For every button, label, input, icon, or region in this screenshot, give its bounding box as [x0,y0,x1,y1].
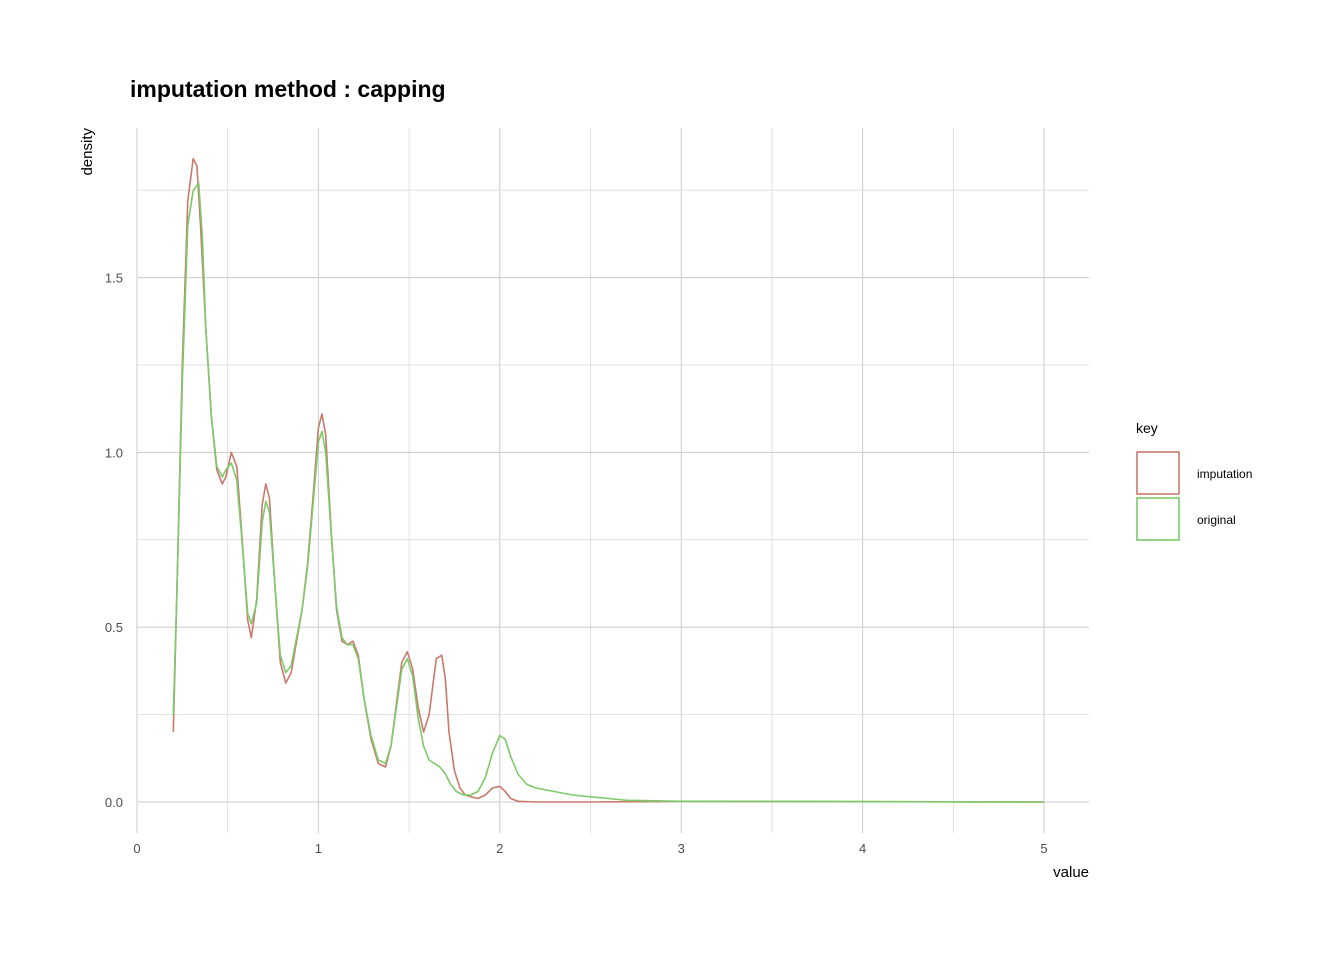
x-tick-label: 4 [859,841,866,856]
legend-label-imputation: imputation [1197,467,1252,481]
y-axis-label: density [79,128,96,176]
x-tick-label: 0 [133,841,140,856]
legend-key-imputation [1136,451,1180,495]
legend-label-original: original [1197,513,1236,527]
x-axis-label: value [1053,864,1089,881]
x-tick-label: 2 [496,841,503,856]
y-tick-label: 0.5 [105,620,123,635]
chart-title: imputation method : capping [130,76,446,102]
series-line-original [172,182,1045,803]
legend-key-original [1136,497,1180,541]
x-tick-label: 1 [315,841,322,856]
series-lines [172,157,1045,803]
legend: key imputation original [1136,420,1252,541]
legend-title: key [1136,420,1158,436]
x-tick-label: 3 [678,841,685,856]
x-tick-label: 5 [1040,841,1047,856]
y-tick-label: 1.0 [105,445,123,460]
grid [136,128,1089,833]
y-tick-label: 0.0 [105,795,123,810]
series-line-imputation [172,157,1045,803]
y-tick-label: 1.5 [105,271,123,286]
x-tick-labels: 0 1 2 3 4 5 [133,841,1047,856]
y-tick-labels: 0.0 0.5 1.0 1.5 [105,271,123,810]
